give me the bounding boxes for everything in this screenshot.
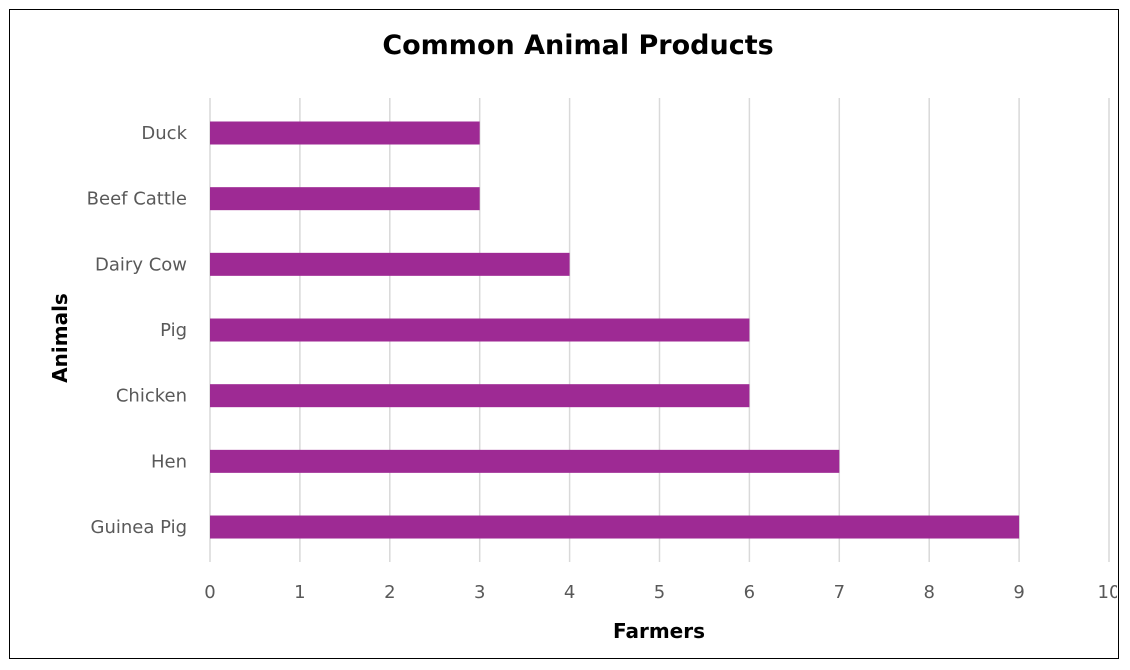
- x-tick-label: 7: [834, 582, 845, 603]
- category-label: Pig: [160, 320, 187, 341]
- category-label: Beef Cattle: [87, 189, 187, 210]
- x-tick-label: 1: [294, 582, 305, 603]
- bars: [210, 121, 1020, 539]
- x-tick-label: 4: [564, 582, 575, 603]
- x-tick-labels: 0 1 2 3 4 5 6 7 8 9 10: [204, 582, 1117, 603]
- bar-dairy-cow: [210, 252, 570, 276]
- bar-beef-cattle: [210, 187, 480, 211]
- x-tick-label: 0: [204, 582, 215, 603]
- x-tick-label: 3: [474, 582, 485, 603]
- bar-pig: [210, 318, 750, 342]
- category-label: Guinea Pig: [91, 517, 187, 538]
- category-label: Dairy Cow: [95, 254, 187, 275]
- x-axis-title: Farmers: [613, 619, 705, 643]
- bar-hen: [210, 449, 840, 473]
- bar-duck: [210, 121, 480, 145]
- x-tick-label: 6: [744, 582, 755, 603]
- x-tick-label: 8: [923, 582, 934, 603]
- bar-guinea-pig: [210, 515, 1020, 539]
- category-label: Duck: [141, 123, 187, 144]
- y-axis-title: Animals: [48, 293, 72, 383]
- category-label: Hen: [151, 451, 187, 472]
- x-tick-label: 9: [1013, 582, 1024, 603]
- chart-title: Common Animal Products: [382, 30, 773, 61]
- chart-frame: Common Animal Products Duck Beef Cattle Da…: [9, 9, 1119, 659]
- category-labels: Duck Beef Cattle Dairy Cow Pig Chicken Hen Gui…: [87, 123, 188, 538]
- bar-chart: Common Animal Products Duck Beef Cattle Da…: [48, 30, 1117, 643]
- x-tick-label: 5: [654, 582, 665, 603]
- x-tick-label: 10: [1098, 582, 1117, 603]
- bar-chicken: [210, 384, 750, 408]
- x-tick-label: 2: [384, 582, 395, 603]
- category-label: Chicken: [116, 386, 187, 407]
